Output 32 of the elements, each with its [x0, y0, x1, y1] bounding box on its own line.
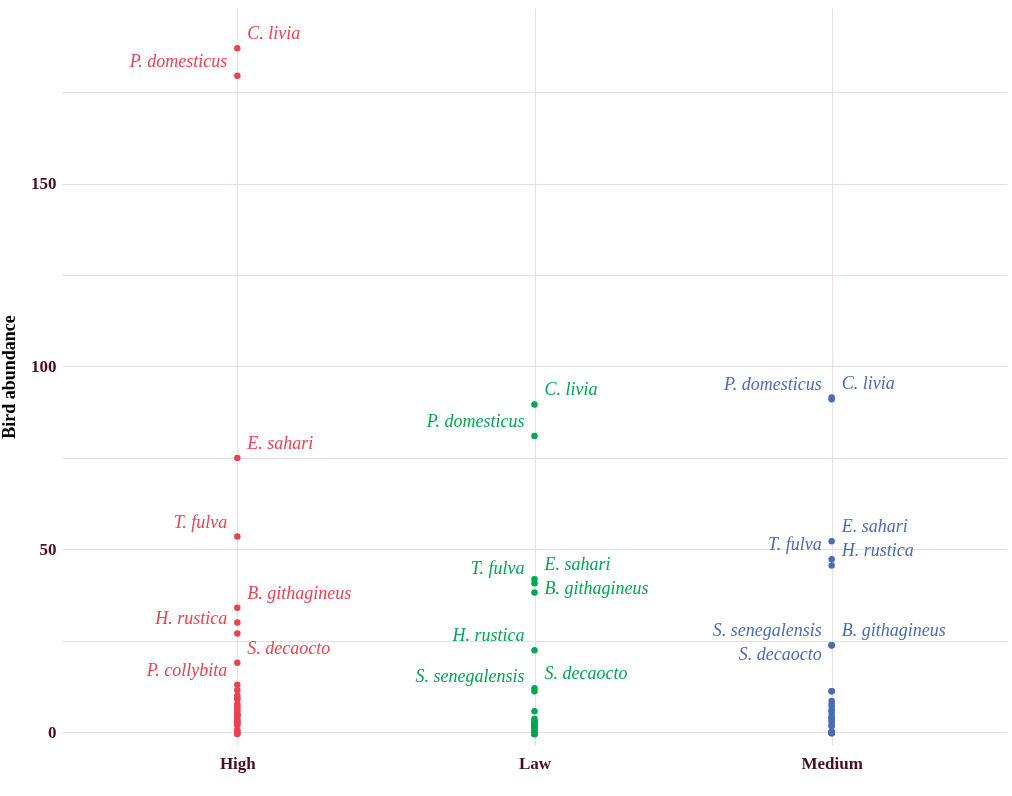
annotation: T. fulva: [173, 511, 228, 532]
y-tick-label: 150: [31, 174, 57, 194]
annotation: B. githagineus: [247, 582, 352, 603]
annotation: B. githagineus: [841, 620, 946, 641]
annotation: C. livia: [247, 23, 301, 44]
annotation: S. senegalensis: [415, 666, 525, 687]
annotation: S. decaocto: [738, 644, 822, 665]
annotation: H. rustica: [451, 625, 525, 646]
annotation: E. sahari: [840, 516, 908, 537]
annotation: S. senegalensis: [712, 620, 822, 641]
annotation: P. domesticus: [723, 374, 822, 395]
y-tick-label: 50: [39, 539, 57, 559]
annotation: T. fulva: [470, 558, 525, 579]
annotation: E. sahari: [246, 432, 314, 453]
annotation: C. livia: [841, 372, 895, 393]
annotation: P. collybita: [145, 659, 228, 680]
x-tick-label: High: [219, 753, 257, 773]
annotation: C. livia: [544, 379, 598, 400]
y-axis-title: Bird abundance: [0, 315, 19, 439]
x-tick-label: Law: [518, 753, 552, 773]
annotation: P. domesticus: [128, 50, 228, 71]
annotation: E. sahari: [543, 554, 611, 575]
annotation: B. githagineus: [544, 578, 649, 599]
annotation: H. rustica: [840, 540, 914, 561]
annotation: T. fulva: [768, 534, 822, 555]
annotation: S. decaocto: [247, 637, 331, 658]
y-tick-label: 100: [31, 356, 57, 376]
annotation: S. decaocto: [544, 663, 628, 684]
y-tick-label: 0: [48, 722, 57, 742]
x-tick-label: Medium: [801, 753, 863, 773]
annotation: H. rustica: [154, 608, 228, 629]
annotation: P. domesticus: [425, 410, 525, 431]
